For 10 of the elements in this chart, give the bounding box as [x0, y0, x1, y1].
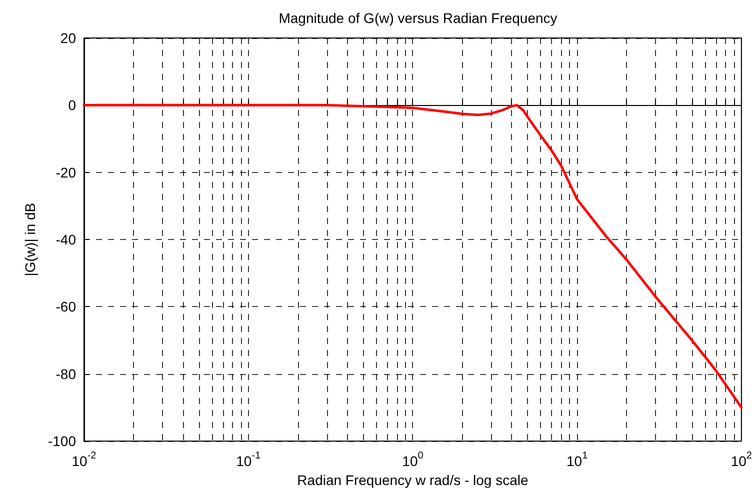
chart-title: Magnitude of G(w) versus Radian Frequency [278, 10, 558, 26]
y-tick-label: 0 [68, 97, 76, 114]
y-tick-label: -40 [56, 232, 76, 248]
y-tick-label: -80 [56, 366, 76, 382]
y-tick-label: 20 [60, 30, 76, 46]
y-tick-label: -20 [56, 164, 76, 180]
y-tick-label: -100 [48, 433, 76, 450]
y-axis-title: |G(w)| in dB [22, 202, 38, 276]
x-axis-title: Radian Frequency w rad/s - log scale [297, 472, 528, 488]
y-tick-label: -60 [56, 298, 76, 315]
